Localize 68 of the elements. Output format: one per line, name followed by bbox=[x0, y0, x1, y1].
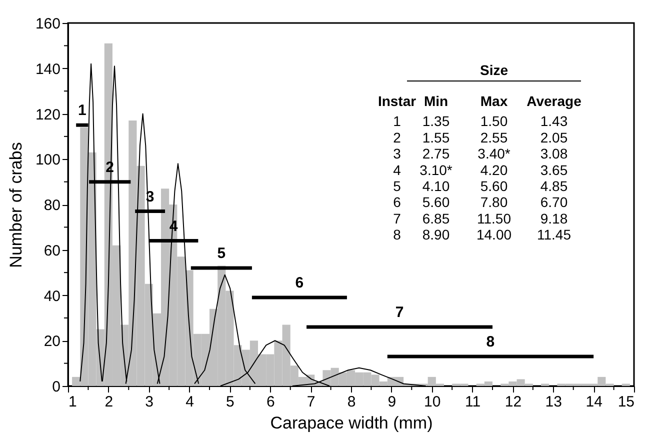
series-label: 7 bbox=[395, 304, 404, 322]
annotation: 4.85 bbox=[540, 178, 568, 194]
x-tick-label: 15 bbox=[618, 394, 634, 410]
y-tick-label: 120 bbox=[35, 106, 60, 124]
annotation: 11.50 bbox=[477, 210, 512, 226]
x-tick-label: 5 bbox=[226, 394, 234, 410]
x-tick-label: 8 bbox=[347, 394, 356, 410]
legend-label: 1 bbox=[78, 102, 86, 120]
annotation: 3.10* bbox=[420, 162, 453, 178]
annotation: 8.90 bbox=[422, 226, 450, 243]
annotation: 5.60 bbox=[480, 178, 508, 194]
annotation: 3 bbox=[393, 146, 402, 162]
annotation: 5 bbox=[393, 178, 402, 194]
x-tick-label: 1 bbox=[68, 394, 77, 410]
annotation: 4.20 bbox=[480, 162, 508, 178]
annotation: 3.08 bbox=[540, 146, 568, 162]
annotation: 1.43 bbox=[540, 113, 568, 130]
y-tick-label: 0 bbox=[52, 378, 60, 396]
annotation: Instar bbox=[378, 93, 417, 109]
annotation: 6 bbox=[393, 194, 402, 210]
x-tick-label: 3 bbox=[145, 394, 154, 410]
annotation: 4.10 bbox=[422, 178, 450, 194]
annotation: 8 bbox=[393, 226, 402, 243]
annotation: 9.18 bbox=[540, 210, 568, 226]
series-label: 5 bbox=[217, 245, 226, 262]
x-tick-label: 6 bbox=[266, 394, 275, 410]
annotation: 6.85 bbox=[422, 210, 450, 226]
x-tick-label: 9 bbox=[388, 394, 396, 410]
annotation: 2.75 bbox=[422, 146, 450, 162]
y-tick-label: 20 bbox=[44, 333, 60, 350]
annotation: Size bbox=[480, 62, 508, 78]
annotation: 2 bbox=[393, 129, 402, 146]
annotation: 1 bbox=[393, 113, 402, 130]
series-label: 8 bbox=[486, 334, 495, 351]
y-tick-label: 140 bbox=[35, 60, 60, 78]
y-tick-label: 80 bbox=[44, 197, 60, 214]
x-tick-label: 13 bbox=[545, 394, 562, 410]
annotation: 3.65 bbox=[540, 162, 568, 178]
annotation: 7 bbox=[393, 210, 402, 226]
annotation: 3.40* bbox=[478, 146, 511, 162]
annotation: 2.55 bbox=[480, 129, 508, 146]
annotation: Min bbox=[424, 93, 448, 109]
annotation: 2.05 bbox=[540, 129, 568, 146]
x-tick-label: 10 bbox=[424, 394, 441, 410]
annotation: 6.70 bbox=[540, 194, 568, 210]
y-tick-label: 40 bbox=[44, 288, 60, 305]
annotation: 11.45 bbox=[537, 226, 572, 243]
annotation: 1.50 bbox=[480, 113, 508, 130]
annotation: 7.80 bbox=[480, 194, 508, 210]
series-label: 6 bbox=[295, 274, 304, 292]
annotation: 1.35 bbox=[422, 113, 450, 130]
y-tick-label: 160 bbox=[35, 16, 60, 32]
x-axis-title: Carapace width (mm) bbox=[270, 414, 433, 432]
x-tick-label: 4 bbox=[186, 394, 194, 410]
annotation: Max bbox=[480, 93, 508, 109]
x-tick-label: 14 bbox=[586, 394, 602, 410]
annotation: 1.55 bbox=[422, 129, 450, 146]
x-tick-label: 11 bbox=[464, 394, 481, 410]
y-axis-title: Number of crabs bbox=[6, 142, 26, 268]
y-tick-label: 100 bbox=[35, 152, 60, 169]
annotation: 14.00 bbox=[476, 226, 512, 243]
annotation: 5.60 bbox=[422, 194, 450, 210]
y-tick-label: 60 bbox=[44, 242, 60, 260]
x-tick-label: 12 bbox=[504, 394, 522, 410]
annotation: 4 bbox=[393, 162, 402, 178]
x-tick-label: 7 bbox=[306, 394, 316, 410]
x-tick-label: 2 bbox=[104, 394, 114, 410]
annotation: Average bbox=[526, 93, 582, 109]
